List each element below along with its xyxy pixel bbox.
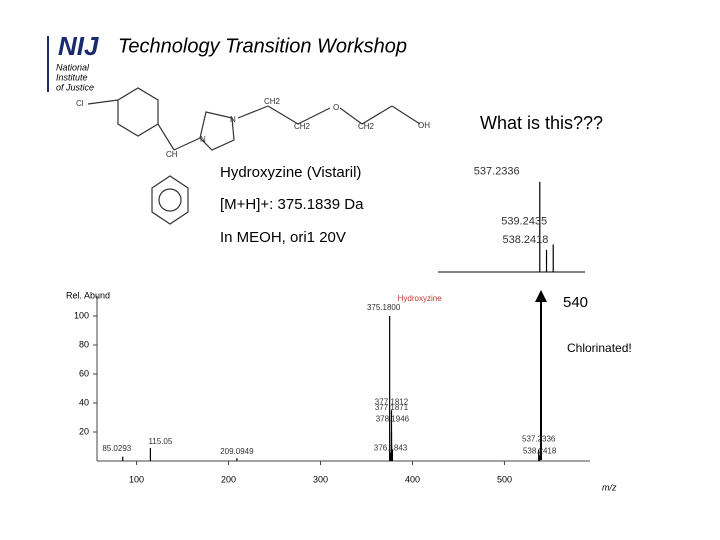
arrow-head — [535, 290, 547, 302]
peak-label: 377.1812 — [375, 397, 409, 406]
peak-label: 115.05 — [148, 437, 172, 446]
atom-label: CH2 — [264, 97, 281, 106]
x-tick-label: 400 — [405, 474, 420, 484]
question: What is this??? — [480, 113, 603, 133]
atom-label: Cl — [76, 99, 84, 108]
atom-label: CH2 — [358, 122, 375, 131]
peak-label: 538.2418 — [503, 234, 549, 246]
peak-label: 538.2418 — [523, 446, 557, 455]
peak-label: 377.1871 — [375, 403, 409, 412]
note: In MEOH, ori1 20V — [220, 229, 346, 246]
note: [M+H]+: 375.1839 Da — [220, 196, 364, 213]
y-axis-label: Rel. Abund — [66, 290, 110, 300]
y-tick-label: 80 — [79, 339, 89, 349]
peak-label: 375.1800 — [367, 303, 401, 312]
atom-label: O — [333, 103, 339, 112]
atom-label: CH — [166, 150, 178, 159]
x-tick-label: 500 — [497, 474, 512, 484]
atom-label: N — [230, 115, 236, 124]
peak-label: 539.2435 — [501, 215, 547, 227]
y-tick-label: 60 — [79, 368, 89, 378]
atom-label: OH — [418, 121, 430, 130]
structure — [87, 87, 421, 225]
peak-label: 537.2336 — [474, 166, 520, 178]
note: Hydroxyzine (Vistaril) — [220, 164, 361, 181]
logo: NIJ — [58, 31, 99, 61]
peak-label: 209.0949 — [220, 447, 254, 456]
y-tick-label: 20 — [79, 426, 89, 436]
peak-label: 537.2336 — [522, 435, 556, 444]
peak-label: 85.0293 — [102, 444, 131, 453]
annotation: Hydroxyzine — [398, 294, 443, 303]
x-axis-label: m/z — [602, 482, 617, 492]
remark: Chlorinated! — [567, 341, 632, 355]
y-tick-label: 100 — [74, 310, 89, 320]
logo-line: of Justice — [56, 82, 94, 92]
logo-line: Institute — [56, 72, 88, 82]
peak-label: 376.1843 — [374, 443, 408, 452]
peak-label: 378.1946 — [376, 415, 410, 424]
y-tick-label: 40 — [79, 397, 89, 407]
x-tick-label: 300 — [313, 474, 328, 484]
callout: 540 — [563, 294, 588, 311]
title: Technology Transition Workshop — [118, 35, 407, 57]
atom-label: CH2 — [294, 122, 311, 131]
x-tick-label: 100 — [129, 474, 144, 484]
x-tick-label: 200 — [221, 474, 236, 484]
atom-label: N — [200, 135, 206, 144]
logo-line: National — [56, 62, 90, 72]
